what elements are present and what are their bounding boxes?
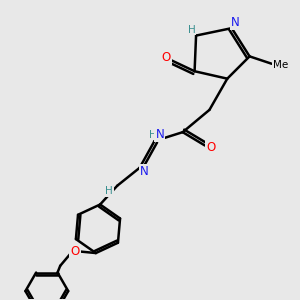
- Text: H: H: [188, 25, 196, 34]
- Text: N: N: [155, 128, 164, 141]
- Text: H: H: [149, 130, 157, 140]
- Text: H: H: [105, 186, 113, 196]
- Text: O: O: [162, 51, 171, 64]
- Text: O: O: [70, 245, 80, 258]
- Text: N: N: [140, 165, 148, 178]
- Text: O: O: [206, 140, 216, 154]
- Text: Me: Me: [273, 60, 288, 70]
- Text: N: N: [231, 16, 240, 29]
